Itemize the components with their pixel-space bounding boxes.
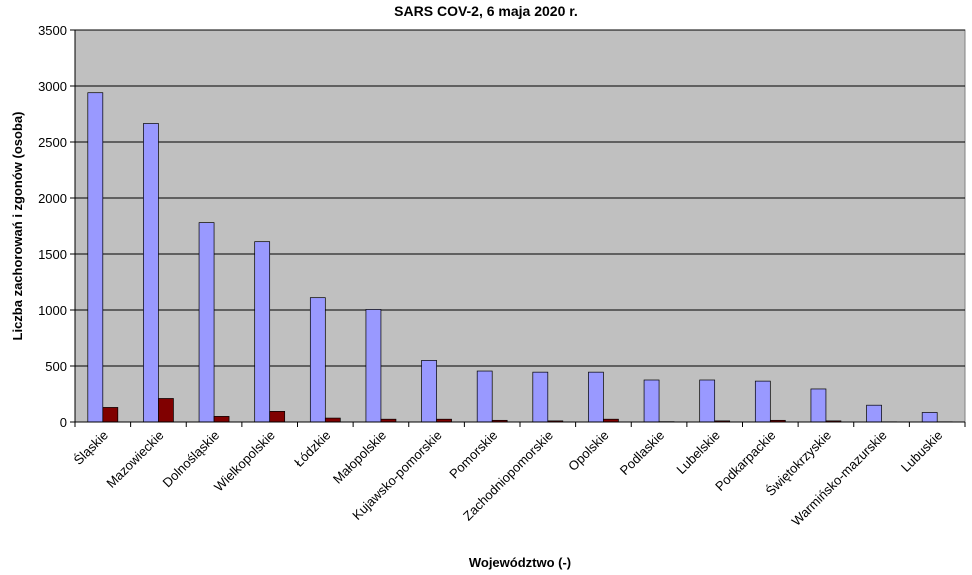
bar-series-1: [421, 360, 437, 423]
y-tick-label: 0: [60, 415, 67, 430]
y-tick-label: 2500: [38, 135, 67, 150]
x-tick-label: Śląskie: [71, 428, 111, 468]
bar-series-1: [643, 379, 660, 423]
bar-series-1: [588, 371, 604, 423]
bar-series-1: [866, 404, 882, 423]
x-tick-label: Lubelskie: [673, 428, 722, 477]
y-tick-label: 1500: [38, 247, 67, 262]
y-tick-label: 3500: [38, 23, 67, 38]
x-axis-label: Województwo (-): [469, 555, 571, 570]
chart-title: SARS COV-2, 6 maja 2020 r.: [394, 3, 578, 19]
axes: [70, 29, 966, 427]
y-axis-label: Liczba zachorowań i zgonów (osoba): [10, 112, 25, 341]
bars: [87, 92, 953, 423]
x-tick-labels: ŚląskieMazowieckieDolnośląskieWielkopols…: [71, 428, 946, 529]
y-tick-label: 1000: [38, 303, 67, 318]
bar-series-1: [87, 92, 104, 423]
bar-series-1: [754, 380, 771, 423]
bar-series-1: [365, 309, 382, 423]
bar-series-1: [921, 412, 938, 423]
x-tick-label: Opolskie: [565, 428, 611, 474]
bar-series-1: [810, 388, 827, 423]
bar-series-2: [324, 417, 341, 423]
plot-area: [74, 29, 966, 423]
x-tick-label: Lubuskie: [898, 428, 945, 475]
y-tick-label: 2000: [38, 191, 67, 206]
bar-series-2: [158, 398, 174, 423]
y-tick-label: 3000: [38, 79, 67, 94]
bar-series-2: [102, 407, 119, 423]
x-tick-label: Pomorskie: [446, 428, 500, 482]
x-tick-label: Łódzkie: [291, 428, 333, 470]
bar-series-2: [269, 411, 286, 423]
bar-series-1: [476, 370, 493, 423]
y-tick-label: 500: [45, 359, 67, 374]
x-tick-label: Warmińsko-mazurskie: [789, 428, 890, 529]
bar-series-1: [143, 123, 159, 423]
y-tick-labels: 0 500 1000 1500 2000 2500 3000 3500: [38, 23, 67, 430]
bar-series-1: [198, 222, 215, 423]
bar-series-1: [309, 297, 326, 423]
bar-series-1: [254, 241, 271, 423]
x-tick-label: Podlaskie: [617, 428, 667, 478]
x-tick-label: Mazowieckie: [103, 428, 166, 491]
bar-series-1: [699, 379, 716, 423]
bar-series-1: [532, 371, 549, 423]
bar-series-2: [213, 416, 230, 423]
x-tick-label: Małopolskie: [330, 428, 389, 487]
gridlines: [75, 29, 965, 367]
